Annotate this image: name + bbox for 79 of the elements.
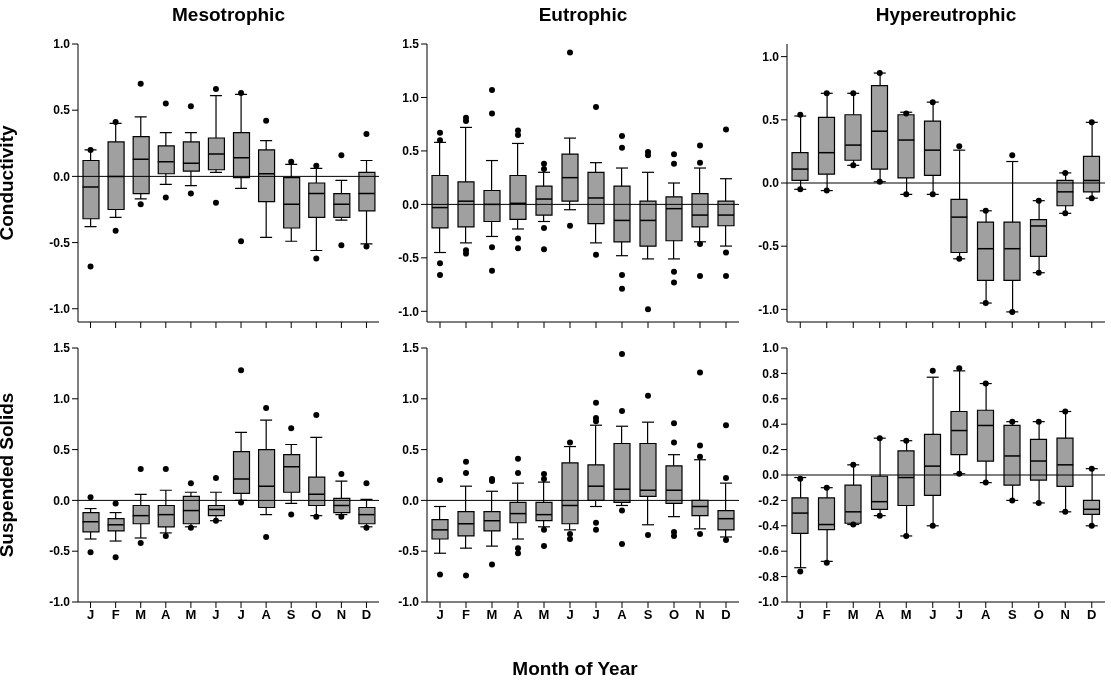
y-tick-label: -0.8 bbox=[758, 569, 780, 584]
y-tick-label: -0.5 bbox=[49, 544, 71, 559]
y-tick-label: -1.0 bbox=[758, 302, 780, 317]
x-tick-label: J bbox=[86, 607, 95, 623]
chart-title: Hypereutrophic bbox=[874, 4, 1018, 26]
y-tick-label: 1.5 bbox=[402, 37, 420, 52]
x-tick-label: J bbox=[929, 607, 937, 623]
y-tick-label: -1.0 bbox=[398, 595, 420, 610]
x-tick-label: M bbox=[847, 607, 859, 623]
y-tick-label: -0.5 bbox=[398, 544, 420, 559]
y-tick-label: -1.0 bbox=[49, 595, 71, 610]
y-tick-label: -0.2 bbox=[758, 493, 780, 508]
x-tick-label: A bbox=[875, 607, 886, 623]
chart-title: Eutrophic bbox=[537, 4, 629, 26]
y-tick-label: 0.0 bbox=[762, 176, 780, 191]
x-tick-label: J bbox=[955, 607, 963, 623]
x-tick-label: M bbox=[185, 607, 197, 623]
x-tick-label: O bbox=[1033, 607, 1044, 623]
x-tick-label: S bbox=[643, 607, 653, 623]
x-tick-label: O bbox=[311, 607, 322, 623]
y-tick-label: -1.0 bbox=[758, 595, 780, 610]
y-tick-label: 1.5 bbox=[53, 341, 71, 356]
y-tick-label: 0.5 bbox=[762, 113, 780, 128]
x-tick-label: F bbox=[111, 607, 120, 623]
y-tick-label: 0.8 bbox=[762, 366, 780, 381]
x-tick-label: F bbox=[462, 607, 471, 623]
x-tick-label: N bbox=[1060, 607, 1070, 623]
y-tick-label: 1.0 bbox=[762, 341, 780, 356]
x-axis-title: Month of Year bbox=[511, 658, 639, 680]
y-tick-label: -0.5 bbox=[398, 251, 420, 266]
x-tick-label: J bbox=[436, 607, 444, 623]
y-tick-label: 0.0 bbox=[402, 493, 420, 508]
chart-title: Mesotrophic bbox=[171, 4, 286, 26]
y-tick-label: -0.6 bbox=[758, 544, 780, 559]
y-tick-label: 0.0 bbox=[53, 169, 71, 184]
y-tick-label: 0.0 bbox=[402, 197, 420, 212]
x-tick-label: J bbox=[796, 607, 804, 623]
y-tick-label: 1.0 bbox=[402, 90, 420, 105]
x-tick-label: O bbox=[668, 607, 680, 623]
x-tick-label: N bbox=[695, 607, 705, 623]
x-tick-label: M bbox=[538, 607, 550, 623]
x-tick-label: S bbox=[286, 607, 296, 623]
y-tick-label: 1.0 bbox=[402, 392, 420, 407]
x-tick-label: A bbox=[981, 607, 992, 623]
y-tick-label: 0.5 bbox=[402, 442, 420, 457]
y-tick-label: 0.5 bbox=[53, 442, 71, 457]
x-tick-label: N bbox=[336, 607, 347, 623]
x-tick-label: J bbox=[566, 607, 574, 623]
x-tick-label: J bbox=[237, 607, 245, 623]
y-tick-label: 1.0 bbox=[53, 392, 71, 407]
x-tick-label: D bbox=[1087, 607, 1097, 623]
x-tick-label: A bbox=[617, 607, 628, 623]
y-tick-label: -1.0 bbox=[398, 304, 420, 319]
y-tick-label: 0.4 bbox=[762, 417, 780, 432]
y-tick-label: -1.0 bbox=[49, 302, 71, 317]
x-tick-label: J bbox=[212, 607, 220, 623]
y-tick-label: 1.0 bbox=[762, 49, 780, 64]
x-tick-label: D bbox=[361, 607, 372, 623]
y-tick-label: 0.0 bbox=[762, 468, 780, 483]
x-tick-label: A bbox=[513, 607, 524, 623]
x-tick-label: A bbox=[261, 607, 272, 623]
y-tick-label: 0.2 bbox=[762, 442, 780, 457]
x-tick-label: D bbox=[721, 607, 731, 623]
y-tick-label: 0.0 bbox=[53, 493, 71, 508]
x-tick-label: M bbox=[486, 607, 498, 623]
x-tick-label: F bbox=[822, 607, 831, 623]
y-tick-label: 1.0 bbox=[53, 37, 71, 52]
x-tick-label: J bbox=[592, 607, 600, 623]
y-tick-label: -0.4 bbox=[758, 519, 780, 534]
x-tick-label: S bbox=[1007, 607, 1017, 623]
y-tick-label: 0.5 bbox=[402, 144, 420, 159]
y-tick-label: 0.6 bbox=[762, 392, 780, 407]
y-tick-label: 0.5 bbox=[53, 103, 71, 118]
x-tick-label: A bbox=[161, 607, 172, 623]
y-tick-label: 1.5 bbox=[402, 341, 420, 356]
x-tick-label: M bbox=[900, 607, 912, 623]
y-tick-label: -0.5 bbox=[49, 235, 71, 250]
x-tick-label: M bbox=[135, 607, 147, 623]
y-tick-label: -0.5 bbox=[758, 239, 780, 254]
